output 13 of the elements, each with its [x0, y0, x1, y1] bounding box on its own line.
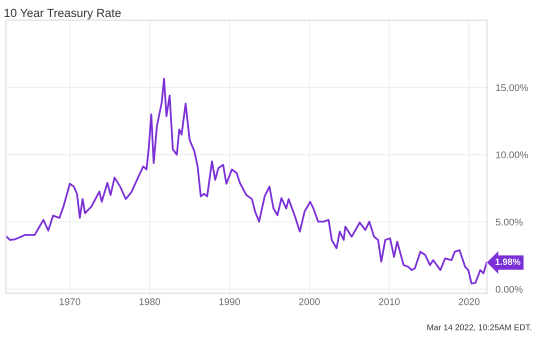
x-tick-label: 2010: [378, 298, 400, 306]
y-tick-label: 0.00%: [496, 286, 523, 293]
y-tick-label: 5.00%: [496, 218, 523, 226]
text: Mar 14 2022, 10:25AM EDT.: [427, 324, 532, 332]
y-tick-label: 10.00%: [496, 151, 528, 158]
y-tick-label: 15.00%: [496, 84, 528, 92]
x-tick-label: 1990: [219, 298, 240, 306]
x-tick-label: 1980: [140, 298, 160, 306]
x-tick-label: 1970: [60, 298, 80, 306]
chart-title: 10 Year Treasury Rate: [4, 8, 121, 20]
x-tick-label: 2000: [299, 298, 320, 306]
annotation: 1.98%: [496, 258, 520, 265]
x-tick-label: 2020: [458, 298, 480, 306]
